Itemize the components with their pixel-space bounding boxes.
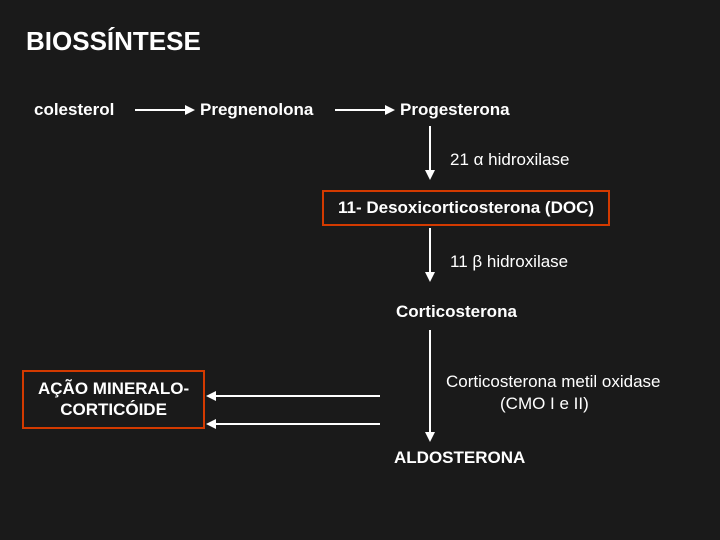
node-effect-box: AÇÃO MINERALO- CORTICÓIDE xyxy=(22,370,205,429)
enzyme-cmo-line2: (CMO I e II) xyxy=(500,394,589,414)
slide-title: BIOSSÍNTESE xyxy=(26,26,201,57)
diagram-stage: BIOSSÍNTESE colesterol Pregnenolona Prog… xyxy=(0,0,720,540)
node-doc-label: 11- Desoxicorticosterona (DOC) xyxy=(322,190,610,226)
effect-line2: CORTICÓIDE xyxy=(38,399,189,420)
node-colesterol: colesterol xyxy=(34,100,114,120)
enzyme-cmo-line1: Corticosterona metil oxidase xyxy=(446,372,660,392)
effect-line1: AÇÃO MINERALO- xyxy=(38,378,189,399)
node-aldosterona: ALDOSTERONA xyxy=(394,448,525,468)
node-pregnenolona: Pregnenolona xyxy=(200,100,313,120)
node-progesterona: Progesterona xyxy=(400,100,510,120)
node-corticosterona: Corticosterona xyxy=(396,302,517,322)
enzyme-21a: 21 α hidroxilase xyxy=(450,150,569,170)
arrows-layer xyxy=(0,0,720,540)
enzyme-11b: 11 β hidroxilase xyxy=(450,252,568,272)
node-doc-box: 11- Desoxicorticosterona (DOC) xyxy=(322,190,610,226)
